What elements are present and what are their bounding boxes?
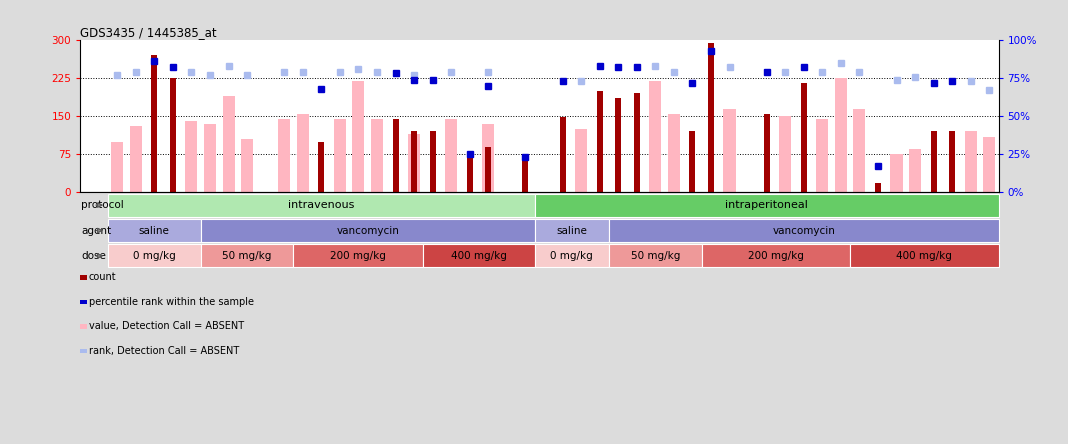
Bar	[111, 142, 123, 192]
Text: 200 mg/kg: 200 mg/kg	[748, 251, 804, 261]
Bar	[352, 81, 364, 192]
Bar	[668, 114, 680, 192]
Bar	[429, 131, 436, 192]
Text: saline: saline	[556, 226, 587, 235]
Bar	[609, 219, 999, 242]
Bar	[445, 119, 457, 192]
Text: value, Detection Call = ABSENT: value, Detection Call = ABSENT	[89, 321, 244, 331]
Text: GDS3435 / 1445385_at: GDS3435 / 1445385_at	[80, 26, 217, 39]
Bar	[984, 136, 995, 192]
Text: agent: agent	[81, 226, 111, 235]
Bar	[222, 96, 235, 192]
Bar	[649, 81, 661, 192]
Bar	[170, 78, 176, 192]
Text: vancomycin: vancomycin	[336, 226, 399, 235]
Bar	[278, 119, 290, 192]
Bar	[708, 43, 713, 192]
Text: vancomycin: vancomycin	[772, 226, 835, 235]
Bar	[690, 131, 695, 192]
Bar	[108, 194, 535, 217]
Text: protocol: protocol	[81, 200, 124, 210]
Bar	[186, 121, 198, 192]
Bar	[108, 245, 201, 267]
Bar	[485, 147, 491, 192]
Bar	[467, 155, 473, 192]
Bar	[816, 119, 829, 192]
Bar	[891, 155, 902, 192]
Text: percentile rank within the sample: percentile rank within the sample	[89, 297, 253, 307]
Bar	[201, 245, 294, 267]
Bar	[801, 83, 806, 192]
Bar	[909, 149, 921, 192]
Text: rank, Detection Call = ABSENT: rank, Detection Call = ABSENT	[89, 346, 239, 356]
Bar	[108, 219, 201, 242]
Bar	[853, 109, 865, 192]
Text: saline: saline	[139, 226, 170, 235]
Bar	[152, 55, 157, 192]
Text: 0 mg/kg: 0 mg/kg	[550, 251, 593, 261]
Bar	[949, 131, 955, 192]
Bar	[535, 245, 609, 267]
Bar	[423, 245, 535, 267]
Bar	[294, 245, 423, 267]
Text: 0 mg/kg: 0 mg/kg	[132, 251, 176, 261]
Text: 400 mg/kg: 400 mg/kg	[896, 251, 953, 261]
Text: count: count	[89, 273, 116, 282]
Bar	[297, 114, 309, 192]
Bar	[201, 219, 535, 242]
Bar	[522, 159, 529, 192]
Text: intraperitoneal: intraperitoneal	[725, 200, 808, 210]
Bar	[334, 119, 346, 192]
Bar	[535, 194, 999, 217]
Bar	[204, 124, 216, 192]
Bar	[535, 219, 609, 242]
Bar	[615, 99, 622, 192]
Text: 50 mg/kg: 50 mg/kg	[222, 251, 271, 261]
Bar	[930, 131, 937, 192]
Bar	[393, 119, 398, 192]
Bar	[483, 124, 494, 192]
Bar	[129, 127, 142, 192]
Bar	[764, 114, 770, 192]
Bar	[780, 116, 791, 192]
Bar	[411, 131, 418, 192]
Bar	[371, 119, 383, 192]
Bar	[875, 183, 881, 192]
Bar	[408, 134, 420, 192]
Bar	[609, 245, 702, 267]
Text: dose: dose	[81, 251, 106, 261]
Bar	[723, 109, 736, 192]
Text: 200 mg/kg: 200 mg/kg	[330, 251, 387, 261]
Bar	[318, 142, 325, 192]
Bar	[575, 129, 587, 192]
Text: 400 mg/kg: 400 mg/kg	[451, 251, 507, 261]
Bar	[964, 131, 977, 192]
Bar	[850, 245, 999, 267]
Bar	[702, 245, 850, 267]
Bar	[560, 117, 565, 192]
Bar	[597, 91, 602, 192]
Text: 50 mg/kg: 50 mg/kg	[630, 251, 680, 261]
Bar	[241, 139, 253, 192]
Text: intravenous: intravenous	[288, 200, 355, 210]
Bar	[633, 93, 640, 192]
Bar	[835, 78, 847, 192]
